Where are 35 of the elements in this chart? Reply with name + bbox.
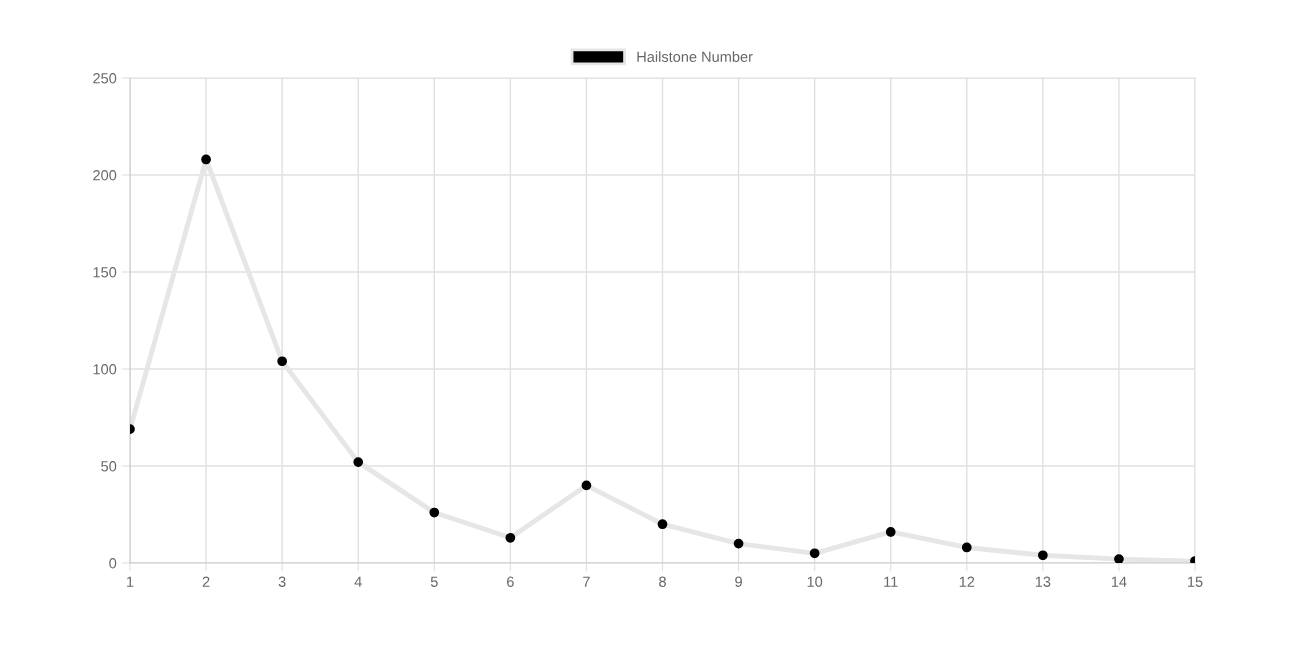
- x-tick-label: 10: [807, 576, 823, 587]
- point: [657, 519, 668, 530]
- point: [505, 532, 516, 543]
- legend-label: Hailstone Number: [637, 51, 753, 62]
- x-tick-label: 11: [884, 576, 898, 587]
- point: [353, 457, 364, 467]
- point: [429, 507, 440, 518]
- point: [1114, 554, 1124, 563]
- x-tick-label: 2: [202, 576, 210, 587]
- x-tick-label: 13: [1035, 576, 1051, 587]
- point: [581, 480, 592, 491]
- point: [809, 548, 820, 559]
- x-tick-label: 1: [127, 576, 134, 587]
- x-tick-label: 7: [583, 576, 590, 587]
- x-tick-label: 5: [430, 576, 438, 587]
- x-tick-label: 12: [959, 576, 975, 587]
- point: [201, 154, 211, 165]
- y-tick-label: 150: [93, 267, 117, 278]
- y-tick-label: 200: [93, 170, 117, 181]
- x-tick-label: 8: [659, 576, 666, 587]
- x-tick-label: 3: [278, 576, 286, 587]
- point: [733, 538, 744, 549]
- point: [277, 356, 288, 367]
- x-tick-label: 14: [1111, 576, 1127, 587]
- x-tick-label: 6: [507, 576, 514, 587]
- y-tick-label: 100: [93, 364, 117, 375]
- y-tick-label: 50: [101, 461, 117, 472]
- point: [1037, 550, 1048, 561]
- y-tick-label: 250: [93, 73, 117, 84]
- point: [885, 527, 896, 537]
- x-tick-label: 4: [354, 576, 362, 587]
- y-tick-label: 0: [109, 558, 117, 569]
- point: [961, 542, 972, 553]
- x-tick-label: 9: [735, 576, 742, 587]
- x-tick-label: 15: [1188, 576, 1203, 587]
